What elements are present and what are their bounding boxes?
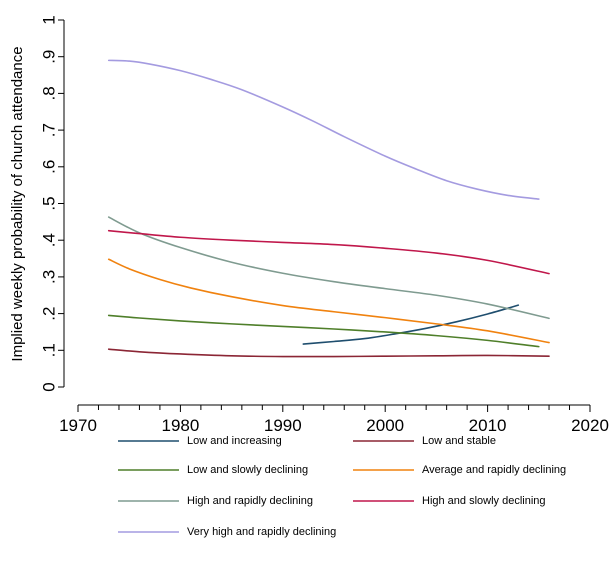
legend-label: High and slowly declining	[422, 495, 546, 507]
x-tick-label: 1990	[264, 416, 302, 435]
y-tick-label: 0	[40, 382, 59, 391]
y-axis-title: Implied weekly probability of church att…	[9, 46, 26, 361]
y-tick-label: .6	[40, 160, 59, 174]
x-tick-label: 2010	[469, 416, 507, 435]
y-tick-label: .2	[40, 307, 59, 321]
y-tick-label: .1	[40, 343, 59, 357]
series-line-1	[302, 304, 520, 345]
legend-label: Low and slowly declining	[187, 464, 308, 476]
x-tick-label: 1970	[59, 416, 97, 435]
y-tick-label: .4	[40, 233, 59, 247]
y-tick-label: .9	[40, 50, 59, 64]
series-line-2	[107, 348, 550, 358]
legend-label: Very high and rapidly declining	[187, 526, 336, 538]
legend-label: Average and rapidly declining	[422, 464, 566, 476]
y-tick-label: .3	[40, 270, 59, 284]
x-tick-label: 2020	[571, 416, 609, 435]
series-line-3	[107, 314, 540, 348]
legend-label: Low and stable	[422, 435, 496, 447]
series-line-6	[107, 229, 550, 275]
y-tick-label: .5	[40, 196, 59, 210]
series-line-4	[107, 258, 550, 344]
legend-label: High and rapidly declining	[187, 495, 313, 507]
y-tick-label: .8	[40, 86, 59, 100]
y-tick-label: .7	[40, 123, 59, 137]
y-axis: 0 .1 .2 .3 .4 .5 .6 .7 .8 .9 1	[40, 15, 65, 392]
x-tick-label: 1980	[161, 416, 199, 435]
x-tick-label: 2000	[366, 416, 404, 435]
legend-label: Low and increasing	[187, 435, 282, 447]
series-layer	[107, 59, 550, 358]
y-tick-label: 1	[40, 15, 59, 24]
x-axis: 1970 1980 1990 2000 2010 2020	[59, 404, 609, 435]
series-line-7	[107, 59, 540, 200]
legend: Low and increasing Low and stable Low and …	[118, 435, 566, 538]
series-line-5	[107, 216, 550, 320]
